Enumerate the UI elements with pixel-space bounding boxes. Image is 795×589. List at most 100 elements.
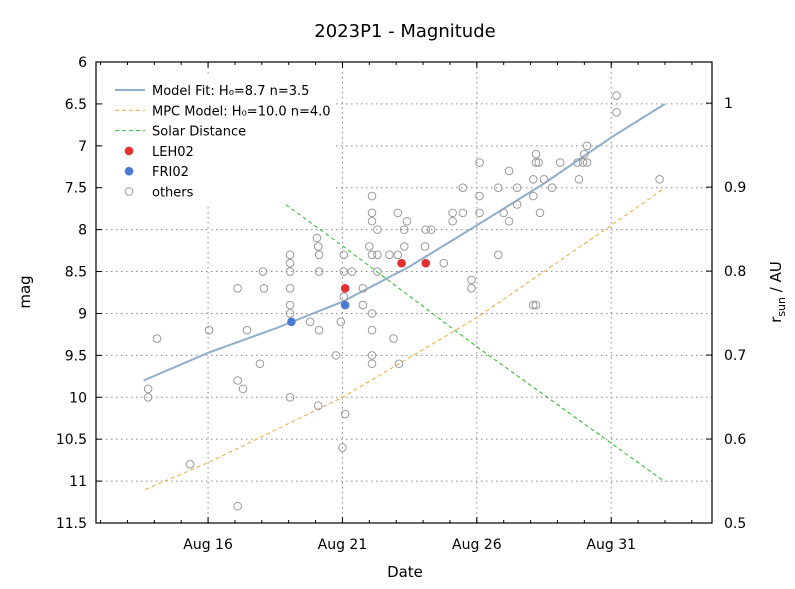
others-point	[238, 384, 248, 394]
others-point	[394, 359, 404, 369]
others-point	[535, 208, 545, 218]
others-point	[367, 191, 377, 201]
others-point	[358, 284, 368, 293]
others-point	[389, 334, 398, 343]
leh02-point	[421, 258, 431, 268]
others-point	[475, 208, 484, 218]
others-point	[331, 351, 341, 360]
others-point	[285, 250, 295, 260]
y-tick-label: 8.5	[65, 265, 87, 281]
y-axis-right-label: rsun / AU	[767, 261, 788, 323]
others-point	[393, 208, 403, 218]
others-point	[367, 216, 377, 226]
others-point	[573, 158, 582, 167]
others-point	[314, 267, 324, 276]
others-point	[494, 250, 503, 260]
others-point	[399, 225, 409, 234]
others-point	[499, 208, 509, 218]
x-axis-label: Date	[387, 563, 423, 581]
others-point	[528, 300, 538, 310]
others-point	[340, 409, 350, 419]
others-point	[338, 443, 347, 452]
others-point	[233, 501, 242, 511]
y-axis-label: mag	[16, 275, 34, 308]
others-point	[242, 325, 252, 335]
y-right-label-rest: / AU	[767, 261, 785, 297]
grid	[96, 62, 712, 523]
others-point	[314, 250, 324, 260]
others-point	[439, 258, 449, 268]
others-point	[367, 359, 377, 369]
y-right-tick-label: 0.7	[724, 348, 746, 364]
others-point	[458, 183, 468, 193]
others-point	[365, 242, 374, 251]
others-point	[285, 309, 295, 318]
others-point	[313, 242, 323, 251]
others-point	[612, 107, 621, 117]
others-point	[185, 460, 195, 469]
others-point	[448, 216, 457, 226]
y-tick-label: 6.5	[65, 97, 87, 113]
x-tick-label: Aug 16	[183, 537, 233, 553]
others-point	[528, 191, 538, 201]
legend-marker	[124, 146, 134, 156]
others-point	[448, 208, 457, 218]
legend-marker	[124, 166, 134, 176]
others-point	[285, 300, 295, 310]
leh02-point	[397, 258, 406, 268]
solar-distance-line	[217, 154, 666, 483]
others-point	[152, 334, 162, 343]
others-point	[336, 317, 346, 327]
others-point	[312, 233, 322, 243]
others-point	[285, 258, 295, 268]
others-point	[143, 392, 153, 402]
others-point	[582, 141, 592, 151]
axes: Aug 16 Aug 21 Aug 26 Aug 31 6 6.5 7 7.5 8 8.5 9 9.5…	[56, 55, 747, 553]
y-right-label-base: r	[767, 316, 785, 323]
others-point	[531, 158, 541, 167]
others-point	[233, 284, 242, 293]
others-point	[578, 158, 588, 167]
others-point	[399, 242, 409, 251]
others-point	[393, 250, 403, 260]
others-point	[494, 183, 503, 193]
others-point	[259, 284, 269, 293]
others-point	[339, 292, 349, 301]
mpc-model-line	[145, 187, 666, 490]
others-point	[255, 359, 265, 369]
legend-marker	[124, 187, 134, 196]
others-point	[385, 250, 394, 260]
others-point	[504, 166, 514, 176]
others-point	[612, 91, 621, 100]
others-point	[339, 250, 349, 260]
y-tick-label: 11.5	[56, 516, 87, 532]
others-point	[458, 208, 468, 218]
others-point	[555, 158, 565, 167]
others-point	[285, 284, 295, 293]
y-right-tick-label: 1	[724, 96, 733, 112]
others-point	[305, 317, 315, 327]
others-point	[420, 242, 430, 251]
others-point	[512, 200, 522, 209]
others-point	[426, 225, 436, 234]
y-tick-label: 9.5	[65, 348, 87, 364]
model-fit-line	[143, 103, 666, 382]
others-point	[258, 267, 268, 276]
y-tick-label: 9	[78, 306, 87, 322]
others-point	[574, 175, 584, 184]
others-point	[367, 309, 377, 318]
y-tick-label: 6	[78, 55, 87, 71]
legend-label: Model Fit: H₀=8.7 n=3.5	[152, 84, 309, 99]
others-point	[367, 250, 377, 260]
legend-box	[104, 74, 336, 204]
legend-label: others	[152, 186, 194, 201]
y-tick-label: 11	[69, 474, 87, 490]
series-points	[143, 91, 664, 511]
others-point	[547, 183, 557, 193]
y-tick-label: 8	[78, 223, 87, 239]
others-point	[467, 284, 476, 293]
others-point	[358, 300, 368, 310]
legend-label: FRI02	[152, 165, 189, 180]
legend-label: MPC Model: H₀=10.0 n=4.0	[152, 104, 331, 119]
